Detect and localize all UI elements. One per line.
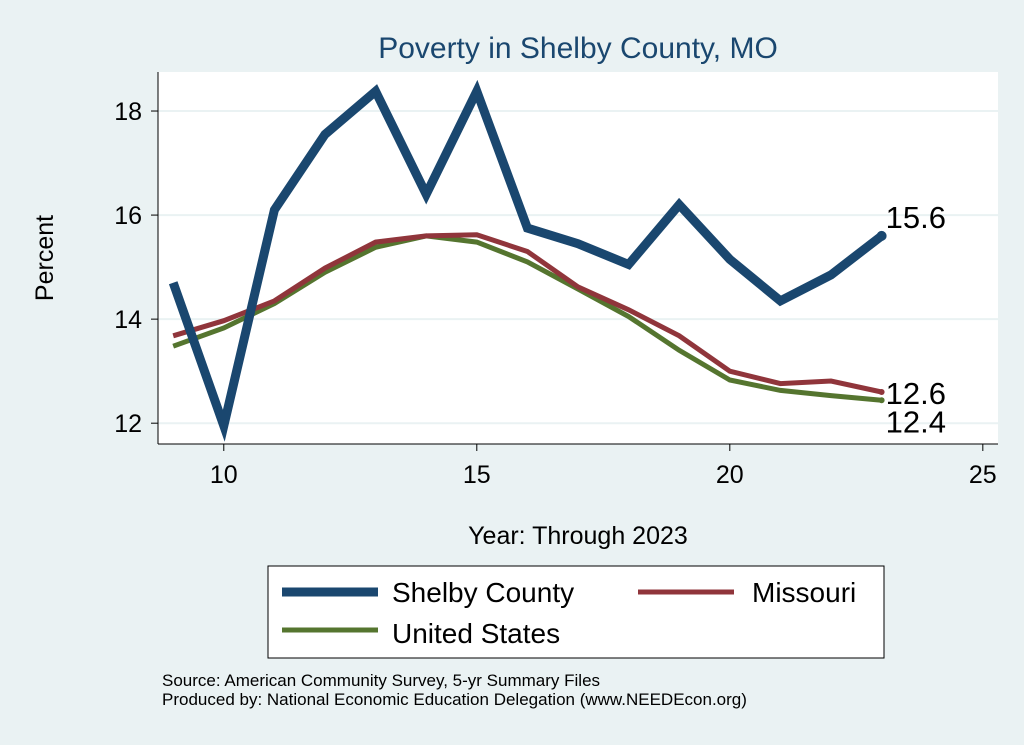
chart-title: Poverty in Shelby County, MO	[378, 32, 778, 65]
produced-by-text: Produced by: National Economic Education…	[162, 690, 747, 709]
end-label-shelby-county: 15.6	[886, 200, 946, 235]
x-axis-label: Year: Through 2023	[468, 522, 688, 550]
y-tick-label: 14	[114, 306, 142, 334]
end-label-united-states: 12.4	[886, 404, 946, 439]
source-text: Source: American Community Survey, 5-yr …	[162, 671, 601, 690]
y-axis-ticks: 12 14 16 18	[114, 98, 158, 438]
legend: Shelby County Missouri United States	[267, 565, 885, 659]
x-tick-label: 20	[716, 461, 744, 489]
end-point-united-states	[878, 397, 885, 404]
axes	[157, 72, 998, 445]
y-tick-label: 16	[114, 202, 142, 230]
legend-label-united-states: United States	[392, 618, 560, 649]
legend-label-missouri: Missouri	[752, 577, 856, 608]
x-axis-ticks: 10 15 20 25	[210, 444, 997, 489]
series-line-united-states	[172, 233, 882, 403]
source-notes: Source: American Community Survey, 5-yr …	[162, 671, 747, 709]
end-labels: 15.6 12.612.4	[886, 200, 946, 439]
y-tick-label: 18	[114, 98, 142, 126]
y-tick-label: 12	[114, 410, 142, 438]
legend-label-shelby-county: Shelby County	[392, 577, 574, 608]
x-tick-label: 10	[210, 461, 238, 489]
grid-lines	[158, 110, 998, 425]
x-tick-label: 15	[463, 461, 491, 489]
series-line-missouri	[172, 232, 883, 395]
series-lines	[168, 79, 887, 442]
end-point-missouri	[878, 388, 885, 395]
x-tick-label: 25	[969, 461, 997, 489]
series-line-shelby-county	[168, 79, 885, 442]
y-axis-label: Percent	[31, 215, 59, 301]
end-point-shelby-county	[876, 230, 887, 241]
end-label-missouri: 12.6	[886, 376, 946, 411]
